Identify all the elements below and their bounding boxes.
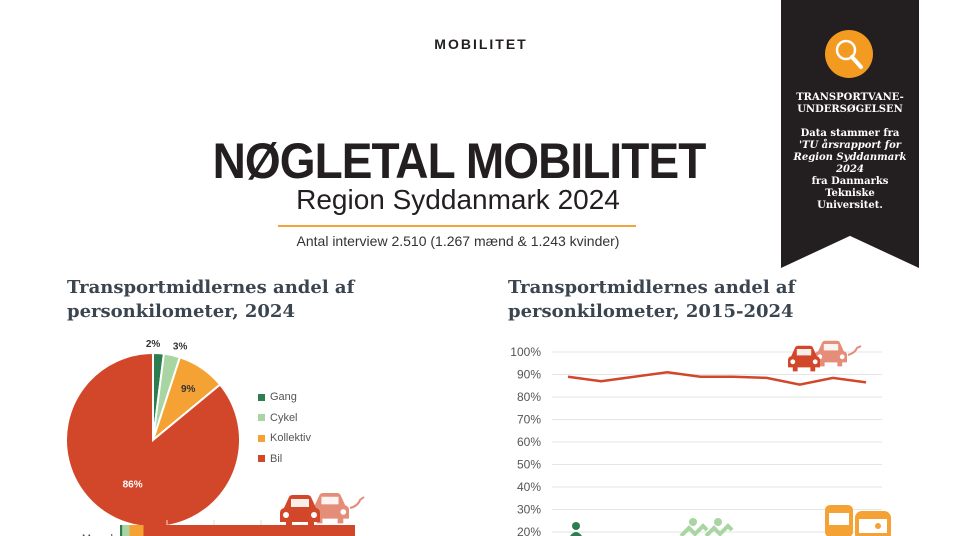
car-light (839, 354, 845, 360)
car-window (823, 344, 839, 351)
banner-line: Region Syddanmark (793, 152, 907, 163)
car-icon (280, 495, 320, 527)
car-body (280, 495, 320, 527)
banner-line: 'TU årsrapport for (798, 140, 902, 151)
title-line: personkilometer, 2024 (67, 301, 295, 322)
car-window (291, 499, 309, 507)
legend-item: Cykel (258, 408, 311, 429)
legend-label: Cykel (270, 411, 298, 424)
car-light (283, 512, 289, 518)
y-tick-label: 70% (517, 413, 541, 427)
banner-heading-line: UNDERSØGELSEN (797, 104, 903, 115)
y-tick-label: 80% (517, 390, 541, 404)
bus-window (829, 513, 849, 525)
bar-category-label: Mænd (82, 533, 113, 536)
bar-segment-cykel (122, 525, 130, 536)
pie-legend: Gang Cykel Kollektiv Bil (258, 387, 311, 469)
body (570, 532, 582, 536)
banner-line: Universitet. (817, 200, 883, 211)
car-light (790, 359, 796, 365)
y-tick-label: 40% (517, 480, 541, 494)
bar-segment-gang (120, 525, 123, 536)
pie-data-label: 2% (146, 339, 161, 350)
legend-label: Gang (270, 391, 297, 404)
title-line: personkilometer, 2015-2024 (508, 301, 794, 322)
banner-text: Data stammer fra 'TU årsrapport for Regi… (781, 128, 919, 212)
bar-segment-bil (143, 525, 355, 536)
y-tick-label: 100% (510, 345, 541, 359)
section-label: MOBILITET (434, 36, 528, 52)
y-tick-label: 20% (517, 525, 541, 536)
source-banner: TRANSPORTVANE- UNDERSØGELSEN Data stamme… (781, 0, 919, 268)
interview-count: Antal interview 2.510 (1.267 mænd & 1.24… (296, 233, 620, 249)
title-line: Transportmidlernes andel af (508, 277, 796, 298)
legend-item: Bil (258, 449, 311, 470)
pie-data-label: 86% (123, 479, 143, 490)
driver (875, 523, 881, 529)
pie-chart-title: Transportmidlernes andel af personkilome… (67, 276, 354, 324)
bus-icon (825, 505, 891, 536)
head (572, 522, 580, 530)
cyclist-icon (679, 518, 734, 536)
title-line: Transportmidlernes andel af (67, 277, 355, 298)
pie-chart: 2% 3% 9% 86% Mænd (65, 339, 365, 536)
plug-icon (349, 496, 365, 509)
y-tick-label: 60% (517, 435, 541, 449)
line-chart: 100% 90% 80% 70% 60% 50% 40% 30% 20% (510, 340, 891, 536)
banner-line: Tekniske (825, 188, 875, 199)
accent-divider (278, 225, 636, 227)
legend-swatch (258, 414, 265, 422)
banner-line: fra Danmarks (811, 176, 889, 187)
legend-swatch (258, 393, 265, 401)
pie-data-label: 9% (181, 384, 196, 395)
y-tick-label: 90% (517, 368, 541, 382)
y-tick-label: 30% (517, 503, 541, 517)
page-title: NØGLETAL MOBILITET (212, 133, 707, 189)
car-icon (788, 345, 820, 372)
head (714, 518, 722, 526)
banner-line: 2024 (836, 164, 864, 175)
car-electric-icon (311, 492, 349, 524)
banner-heading-line: TRANSPORTVANE- (796, 92, 904, 103)
car-light (340, 509, 347, 515)
series-line-bil (567, 370, 867, 386)
car-window (796, 349, 812, 356)
car-body (788, 345, 820, 372)
y-tick-label: 50% (517, 458, 541, 472)
head (689, 518, 697, 526)
car-window (321, 496, 339, 505)
legend-item: Kollektiv (258, 428, 311, 449)
legend-item: Gang (258, 387, 311, 408)
pie-slice-bil (65, 351, 241, 528)
legend-swatch (258, 455, 265, 463)
car-light (812, 359, 818, 365)
body (704, 523, 734, 536)
magnifier-icon (825, 30, 873, 78)
pedestrian-icon (570, 522, 582, 536)
line-chart-title: Transportmidlernes andel af personkilome… (508, 276, 795, 324)
body (679, 523, 709, 536)
page-subtitle: Region Syddanmark 2024 (296, 184, 620, 215)
pie-data-label: 3% (173, 341, 188, 352)
car-light (311, 512, 317, 518)
legend-label: Bil (270, 452, 283, 465)
bar-segment-kollektiv (129, 525, 144, 536)
bus-window (859, 519, 887, 533)
legend-label: Kollektiv (270, 432, 311, 445)
banner-heading: TRANSPORTVANE- UNDERSØGELSEN (781, 92, 919, 116)
car-body (311, 492, 349, 524)
car-body (815, 340, 847, 367)
plug-icon (847, 345, 862, 356)
legend-swatch (258, 434, 265, 442)
banner-line: Data stammer fra (800, 128, 900, 139)
